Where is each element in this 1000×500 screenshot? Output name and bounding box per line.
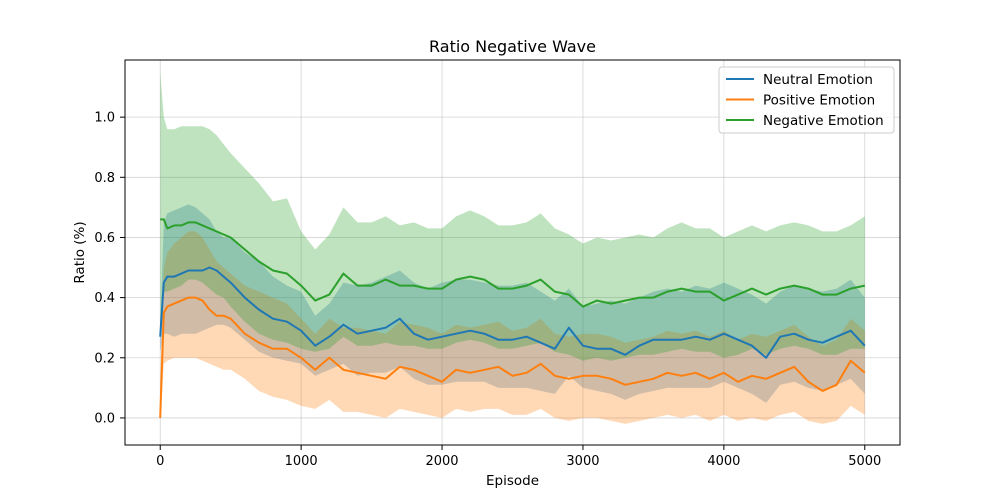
band-series-3 bbox=[160, 72, 865, 361]
line-series-2 bbox=[159, 296, 866, 418]
y-axis-label: Ratio (%) bbox=[72, 221, 88, 283]
x-tick-label: 4000 bbox=[707, 454, 740, 469]
confidence-bands bbox=[160, 72, 865, 424]
x-tick-label: 1000 bbox=[285, 454, 318, 469]
x-tick-label: 3000 bbox=[566, 454, 599, 469]
x-tick-label: 0 bbox=[156, 454, 164, 469]
y-tick-label: 1.0 bbox=[94, 111, 115, 126]
series-lines bbox=[159, 218, 866, 418]
band-series-1 bbox=[160, 204, 865, 403]
x-axis-label: Episode bbox=[486, 473, 539, 489]
x-axis-ticks: 0 1000 2000 3000 4000 5000 bbox=[156, 445, 881, 469]
y-axis-ticks: 0.0 0.2 0.4 0.6 0.8 1.0 bbox=[94, 111, 125, 426]
x-tick-label: 5000 bbox=[848, 454, 881, 469]
legend-label-1: Neutral Emotion bbox=[763, 72, 873, 88]
grid bbox=[125, 60, 900, 445]
y-tick-label: 0.0 bbox=[94, 411, 115, 426]
chart-title: Ratio Negative Wave bbox=[429, 37, 596, 56]
line-series-1 bbox=[159, 266, 866, 359]
line-series-3 bbox=[160, 218, 866, 308]
y-tick-label: 0.8 bbox=[94, 171, 115, 186]
plot-area-frame bbox=[124, 59, 901, 446]
legend: Neutral Emotion Positive Emotion Negative … bbox=[718, 66, 895, 134]
band-series-2 bbox=[160, 231, 865, 424]
y-tick-label: 0.4 bbox=[94, 291, 115, 306]
legend-box bbox=[718, 66, 895, 134]
y-tick-label: 0.6 bbox=[94, 231, 115, 246]
legend-label-2: Positive Emotion bbox=[763, 93, 875, 109]
legend-label-3: Negative Emotion bbox=[763, 113, 884, 129]
x-tick-label: 2000 bbox=[425, 454, 458, 469]
y-tick-label: 0.2 bbox=[94, 351, 115, 366]
